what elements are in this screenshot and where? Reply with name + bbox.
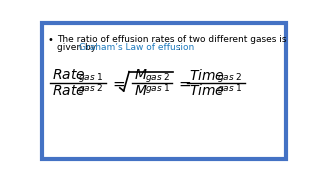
Text: $\mathit{M}$: $\mathit{M}$	[134, 84, 148, 98]
Text: •: •	[48, 35, 54, 45]
Text: $\mathit{gas\ 1}$: $\mathit{gas\ 1}$	[217, 82, 243, 95]
Text: $\mathit{Time}$: $\mathit{Time}$	[189, 68, 225, 83]
Text: $\mathit{M}$: $\mathit{M}$	[134, 69, 148, 82]
Text: :: :	[178, 43, 181, 52]
Text: given by: given by	[57, 43, 99, 52]
Text: $\mathit{Rate}$: $\mathit{Rate}$	[52, 84, 85, 98]
Text: $=$: $=$	[176, 76, 192, 91]
Text: $\mathit{gas\ 2}$: $\mathit{gas\ 2}$	[145, 71, 170, 84]
Text: $\mathit{gas\ 2}$: $\mathit{gas\ 2}$	[78, 82, 104, 95]
Text: $\mathit{Time}$: $\mathit{Time}$	[189, 83, 225, 98]
Text: $\mathit{gas\ 2}$: $\mathit{gas\ 2}$	[217, 71, 242, 84]
Text: Graham’s Law of effusion: Graham’s Law of effusion	[79, 43, 194, 52]
Text: The ratio of effusion rates of two different gases is: The ratio of effusion rates of two diffe…	[57, 35, 286, 44]
Text: $=$: $=$	[110, 76, 126, 91]
Text: $\mathit{gas\ 1}$: $\mathit{gas\ 1}$	[145, 82, 171, 95]
Text: $\mathit{Rate}$: $\mathit{Rate}$	[52, 69, 85, 82]
Text: $\mathit{gas\ 1}$: $\mathit{gas\ 1}$	[78, 71, 104, 84]
